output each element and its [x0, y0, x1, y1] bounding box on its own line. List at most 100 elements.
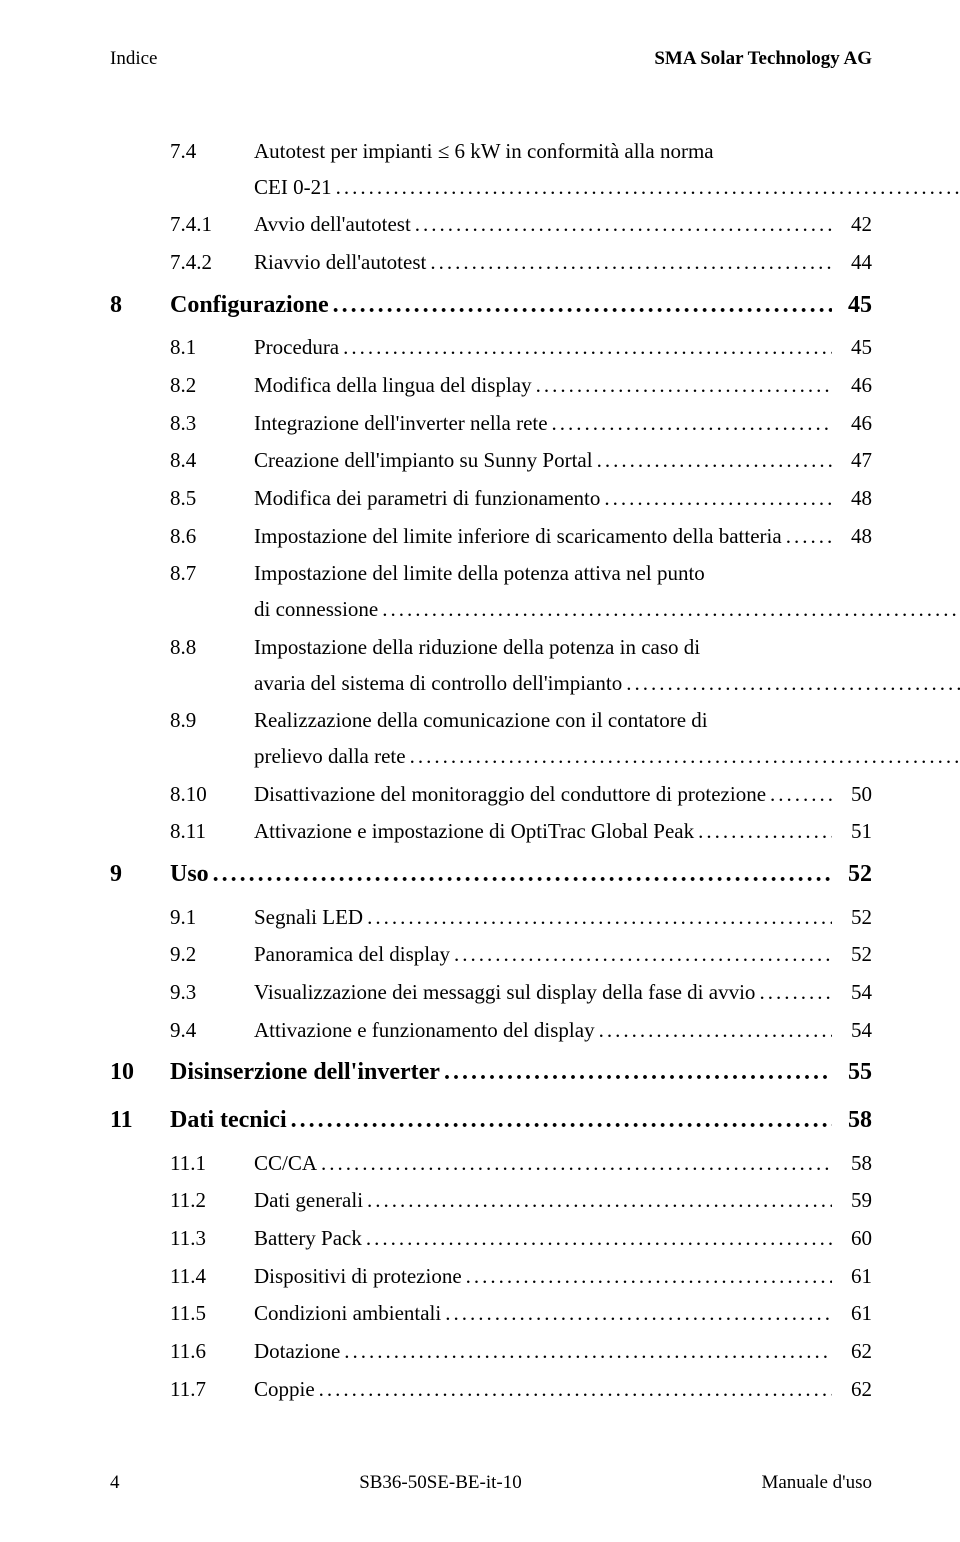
toc-entry-page: 46: [836, 368, 872, 404]
toc-entry-number: 10: [110, 1050, 170, 1096]
toc-entry-number: 9.4: [170, 1013, 254, 1049]
toc-entry-title: Attivazione e impostazione di OptiTrac G…: [254, 814, 694, 850]
toc-entry: 11.6Dotazione62: [110, 1334, 872, 1370]
toc-leader-dots: [367, 900, 832, 936]
toc-entry-title: Dati tecnici: [170, 1098, 287, 1144]
toc-leader-dots: [445, 1296, 832, 1332]
toc-leader-dots: [321, 1146, 832, 1182]
toc-leader-dots: [410, 739, 960, 775]
toc-entry-page: 55: [836, 1050, 872, 1096]
toc-entry: 7.4.2Riavvio dell'autotest44: [110, 245, 872, 281]
toc-entry: 8.10Disattivazione del monitoraggio del …: [110, 777, 872, 813]
header-right: SMA Solar Technology AG: [654, 48, 872, 70]
toc-entry-number: 8: [110, 283, 170, 329]
toc-entry-number: 8.6: [170, 519, 254, 555]
toc-leader-dots: [454, 937, 832, 973]
toc-entry: 8.1Procedura45: [110, 330, 872, 366]
toc-entry-page: 54: [836, 1013, 872, 1049]
toc-leader-dots: [343, 330, 832, 366]
toc-entry-title: Disattivazione del monitoraggio del cond…: [254, 777, 766, 813]
toc-entry-title: Procedura: [254, 330, 339, 366]
toc-entry-title: Dotazione: [254, 1334, 340, 1370]
toc-entry-title: Creazione dell'impianto su Sunny Portal: [254, 443, 593, 479]
toc-entry-number: 8.11: [170, 814, 254, 850]
toc-entry-title: Riavvio dell'autotest: [254, 245, 426, 281]
toc-entry-page: 60: [836, 1221, 872, 1257]
toc-entry: 8.11Attivazione e impostazione di OptiTr…: [110, 814, 872, 850]
toc-entry: 9.2Panoramica del display52: [110, 937, 872, 973]
toc-entry-title: Impostazione della riduzione della poten…: [254, 630, 960, 701]
toc-entry-number: 9: [110, 852, 170, 898]
toc-entry-title: Impostazione del limite inferiore di sca…: [254, 519, 782, 555]
toc-entry-number: 8.1: [170, 330, 254, 366]
toc-entry-number: 7.4.1: [170, 207, 254, 243]
toc-entry-title: Modifica della lingua del display: [254, 368, 532, 404]
toc-entry: 8.5Modifica dei parametri di funzionamen…: [110, 481, 872, 517]
toc-entry-title-line: CEI 0-21: [254, 170, 332, 206]
toc-entry-number: 8.3: [170, 406, 254, 442]
toc-entry-number: 11.6: [170, 1334, 254, 1370]
toc-entry-page: 45: [836, 283, 872, 329]
toc-entry: 7.4.1Avvio dell'autotest42: [110, 207, 872, 243]
toc-entry-page: 61: [836, 1296, 872, 1332]
page-footer: 4 SB36-50SE-BE-it-10 Manuale d'uso: [110, 1472, 872, 1494]
toc-entry-number: 11.4: [170, 1259, 254, 1295]
toc-entry-title: Disinserzione dell'inverter: [170, 1050, 440, 1096]
toc-entry-page: 42: [836, 207, 872, 243]
toc-entry-title: Battery Pack: [254, 1221, 362, 1257]
toc-entry-title-line: Impostazione del limite della potenza at…: [254, 556, 960, 592]
toc-chapter: 11Dati tecnici58: [110, 1098, 872, 1144]
toc-leader-dots: [366, 1221, 832, 1257]
toc-entry-title: Coppie: [254, 1372, 315, 1408]
toc-entry-page: 61: [836, 1259, 872, 1295]
toc-entry-number: 11.2: [170, 1183, 254, 1219]
toc-entry: 9.1Segnali LED52: [110, 900, 872, 936]
page-header: Indice SMA Solar Technology AG: [110, 48, 872, 70]
toc-entry: 11.1CC/CA58: [110, 1146, 872, 1182]
footer-doc-type: Manuale d'uso: [761, 1472, 872, 1494]
toc-entry-page: 50: [836, 777, 872, 813]
toc-entry-title-line: di connessione: [254, 592, 378, 628]
toc-entry-number: 11: [110, 1098, 170, 1144]
toc-leader-dots: [430, 245, 832, 281]
toc-entry-title: Attivazione e funzionamento del display: [254, 1013, 595, 1049]
toc-leader-dots: [599, 1013, 832, 1049]
toc-entry: 11.3Battery Pack 60: [110, 1221, 872, 1257]
toc-entry: 11.2Dati generali 59: [110, 1183, 872, 1219]
toc-entry-page: 59: [836, 1183, 872, 1219]
footer-page-number: 4: [110, 1472, 120, 1494]
toc-leader-dots: [759, 975, 832, 1011]
footer-doc-id: SB36-50SE-BE-it-10: [359, 1472, 522, 1494]
toc-entry-number: 7.4.2: [170, 245, 254, 281]
toc-entry-number: 8.2: [170, 368, 254, 404]
toc-leader-dots: [444, 1050, 832, 1096]
toc-entry-title: Uso: [170, 852, 209, 898]
toc-entry-title: Visualizzazione dei messaggi sul display…: [254, 975, 755, 1011]
toc-leader-dots: [333, 283, 832, 329]
toc-entry: 9.4Attivazione e funzionamento del displ…: [110, 1013, 872, 1049]
table-of-contents: 7.4Autotest per impianti ≤ 6 kW in confo…: [110, 134, 872, 1407]
toc-entry-title: Segnali LED: [254, 900, 363, 936]
toc-entry-number: 8.8: [170, 630, 254, 666]
toc-leader-dots: [291, 1098, 832, 1144]
toc-entry-title: Modifica dei parametri di funzionamento: [254, 481, 600, 517]
toc-leader-dots: [604, 481, 832, 517]
toc-entry-title: Realizzazione della comunicazione con il…: [254, 703, 960, 774]
toc-entry-number: 11.5: [170, 1296, 254, 1332]
toc-leader-dots: [213, 852, 832, 898]
toc-entry: 8.9Realizzazione della comunicazione con…: [110, 703, 872, 774]
toc-leader-dots: [626, 666, 960, 702]
toc-entry-number: 11.3: [170, 1221, 254, 1257]
toc-leader-dots: [336, 170, 960, 206]
toc-entry-page: 52: [836, 900, 872, 936]
toc-chapter: 10Disinserzione dell'inverter 55: [110, 1050, 872, 1096]
toc-entry-page: 48: [836, 481, 872, 517]
toc-entry-number: 7.4: [170, 134, 254, 170]
toc-entry-title: Dispositivi di protezione: [254, 1259, 462, 1295]
toc-entry: 11.4Dispositivi di protezione 61: [110, 1259, 872, 1295]
toc-leader-dots: [770, 777, 832, 813]
toc-entry-title: Dati generali: [254, 1183, 363, 1219]
toc-leader-dots: [319, 1372, 832, 1408]
toc-entry-number: 8.10: [170, 777, 254, 813]
toc-entry: 8.2Modifica della lingua del display 46: [110, 368, 872, 404]
